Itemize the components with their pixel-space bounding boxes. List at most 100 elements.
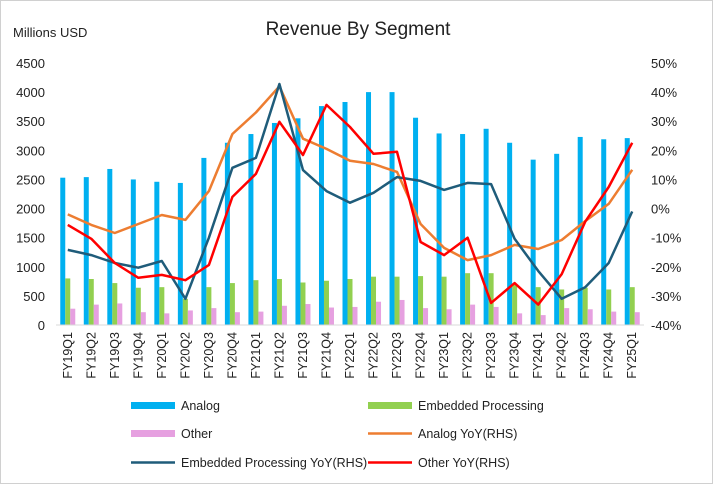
bar-other [494,307,499,325]
bar-embedded-processing [465,273,470,325]
bar-analog [366,92,371,325]
bar-embedded-processing [395,277,400,325]
bar-embedded-processing [512,284,517,325]
bar-analog [554,154,559,325]
bar-embedded-processing [536,287,541,325]
bar-analog [625,138,630,325]
y-tick-label: 3500 [16,114,45,129]
bar-analog [225,143,230,325]
lines [68,84,633,305]
x-tick-label: FY20Q3 [202,332,216,379]
line-embedded-processing-yoy-rhs [68,84,632,299]
y2-tick-label: 40% [651,85,677,100]
bar-embedded-processing [136,288,141,325]
bar-analog [343,102,348,325]
bar-analog [319,106,324,325]
bar-analog [60,178,65,325]
x-tick-label: FY19Q3 [108,332,122,379]
bar-embedded-processing [65,278,70,325]
legend-label: Analog [181,399,220,413]
y-tick-label: 1500 [16,231,45,246]
bar-other [188,310,193,325]
bar-embedded-processing [371,277,376,325]
bar-other [423,308,428,325]
bar-embedded-processing [418,276,423,325]
legend-label: Analog YoY(RHS) [418,427,517,441]
x-tick-label: FY23Q1 [437,332,451,379]
x-tick-label: FY24Q4 [602,332,616,379]
y-tick-label: 500 [23,289,45,304]
x-tick-label: FY23Q3 [484,332,498,379]
bar-embedded-processing [583,288,588,325]
right-axis-ticks: -40%-30%-20%-10%0%10%20%30%40%50% [651,56,682,333]
bar-other [353,307,358,325]
x-tick-label: FY20Q2 [178,332,192,379]
y-axis-label: Millions USD [13,25,87,40]
bar-other [541,315,546,325]
bar-embedded-processing [606,289,611,325]
y2-tick-label: 0% [651,202,670,217]
x-tick-label: FY23Q2 [461,332,475,379]
bar-other [588,309,593,325]
bar-other [400,300,405,325]
x-tick-label: FY19Q4 [131,332,145,379]
bar-analog [84,177,89,325]
y2-tick-label: -30% [651,289,682,304]
bar-other [329,308,334,325]
y2-tick-label: 20% [651,143,677,158]
y-tick-label: 2000 [16,202,45,217]
x-tick-label: FY22Q2 [367,332,381,379]
y2-tick-label: -10% [651,231,682,246]
legend-swatch [131,430,175,437]
legend-swatch [131,402,175,409]
x-tick-label: FY21Q2 [272,332,286,379]
bar-embedded-processing [112,283,117,325]
x-tick-label: FY21Q3 [296,332,310,379]
bar-embedded-processing [300,282,305,325]
bar-other [447,309,452,325]
bar-other [305,304,310,325]
x-tick-label: FY19Q1 [61,332,75,379]
bar-other [211,308,216,325]
legend-label: Embedded Processing [418,399,544,413]
bar-analog [107,169,112,325]
x-tick-label: FY19Q2 [84,332,98,379]
y-tick-label: 1000 [16,260,45,275]
x-tick-label: FY22Q3 [390,332,404,379]
x-tick-label: FY24Q1 [531,332,545,379]
bar-other [258,312,263,325]
x-tick-label: FY21Q1 [249,332,263,379]
bar-embedded-processing [324,281,329,325]
y2-tick-label: 30% [651,114,677,129]
bar-analog [272,123,277,325]
y-tick-label: 4000 [16,85,45,100]
bar-other [611,312,616,325]
bar-embedded-processing [277,279,282,325]
bar-embedded-processing [442,277,447,325]
line-other-yoy-rhs [68,105,632,305]
bar-other [376,302,381,325]
bar-other [164,313,169,325]
y2-tick-label: -20% [651,260,682,275]
bar-embedded-processing [253,280,258,325]
x-tick-label: FY20Q4 [225,332,239,379]
y-tick-label: 3000 [16,143,45,158]
bar-analog [437,133,442,325]
bar-other [117,303,122,325]
bar-analog [131,179,136,325]
x-tick-label: FY22Q1 [343,332,357,379]
bar-analog [178,183,183,325]
bar-other [470,305,475,325]
bar-other [141,312,146,325]
bar-embedded-processing [348,279,353,325]
bar-embedded-processing [159,287,164,325]
x-tick-label: FY24Q2 [555,332,569,379]
bar-other [282,306,287,325]
bar-other [235,312,240,325]
x-tick-label: FY24Q3 [578,332,592,379]
bar-analog [201,158,206,325]
